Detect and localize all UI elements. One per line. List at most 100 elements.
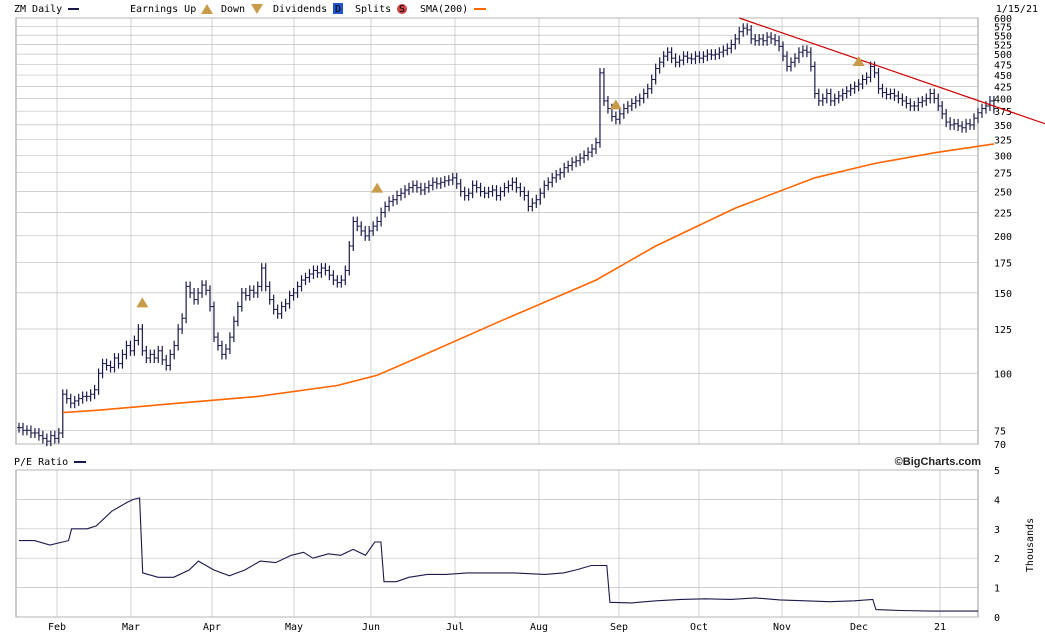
price-bar xyxy=(522,186,527,201)
price-bar xyxy=(128,340,133,356)
price-bar xyxy=(960,121,965,133)
sma-label: SMA(200) xyxy=(420,4,468,15)
pe-tick-label: 5 xyxy=(994,466,1000,477)
trendline xyxy=(739,17,1045,125)
price-bar xyxy=(928,88,933,104)
pe-tick-label: 0 xyxy=(994,613,1000,624)
price-bar xyxy=(339,275,344,288)
price-bar xyxy=(450,172,455,186)
price-bar xyxy=(299,275,304,292)
price-bar xyxy=(395,190,400,205)
earnings-up-icon xyxy=(201,4,213,14)
price-bar xyxy=(363,226,368,241)
price-tick-label: 375 xyxy=(994,107,1012,118)
price-bar xyxy=(761,33,766,46)
price-bar xyxy=(669,47,674,64)
price-bar xyxy=(188,281,193,298)
price-bar xyxy=(713,49,718,60)
price-bar xyxy=(605,95,610,114)
price-bar xyxy=(17,422,21,433)
price-bar xyxy=(816,88,821,106)
price-bar xyxy=(399,188,404,201)
price-bar xyxy=(657,57,662,74)
price-bar xyxy=(741,23,746,37)
price-tick-label: 100 xyxy=(994,369,1012,380)
price-bar xyxy=(255,281,260,298)
price-bar xyxy=(956,118,961,132)
price-bar xyxy=(494,185,499,201)
price-bar xyxy=(916,97,921,111)
price-tick-label: 75 xyxy=(994,426,1006,437)
price-bar xyxy=(24,425,29,436)
price-bar xyxy=(641,88,646,104)
price-tick-label: 350 xyxy=(994,121,1012,132)
price-bar xyxy=(765,32,770,46)
price-tick-label: 275 xyxy=(994,169,1012,180)
price-bar xyxy=(518,182,523,197)
price-bar xyxy=(510,177,515,191)
price-bar xyxy=(613,111,618,125)
price-bar xyxy=(601,67,606,106)
price-bar xyxy=(414,180,419,193)
price-bar xyxy=(665,47,670,62)
pe-tick-label: 1 xyxy=(994,584,1000,595)
month-label: Oct xyxy=(690,622,708,633)
price-bar xyxy=(56,428,61,444)
price-bar xyxy=(908,98,913,111)
pe-line xyxy=(19,497,978,612)
splits-icon xyxy=(397,4,407,14)
price-bar xyxy=(96,368,101,395)
price-bar xyxy=(331,270,336,286)
price-bar xyxy=(693,51,698,64)
price-bar xyxy=(860,74,865,90)
price-tick-label: 475 xyxy=(994,60,1012,71)
price-bar xyxy=(570,157,575,171)
price-bar xyxy=(590,144,595,158)
price-tick-label: 250 xyxy=(994,188,1012,199)
price-bar xyxy=(749,25,754,44)
price-bar xyxy=(247,285,252,301)
dividends-label: Dividends xyxy=(273,4,327,15)
price-bar xyxy=(856,79,861,92)
price-bar xyxy=(303,272,308,286)
price-tick-label: 550 xyxy=(994,31,1012,42)
price-bar xyxy=(593,137,598,154)
price-bar xyxy=(323,263,328,276)
price-bar xyxy=(892,88,897,101)
price-bar xyxy=(812,61,817,99)
price-bar xyxy=(164,354,169,371)
price-bar xyxy=(80,391,85,404)
price-bar xyxy=(574,155,579,168)
price-bar xyxy=(466,188,471,201)
price-bar xyxy=(136,324,141,346)
price-bar xyxy=(737,26,742,44)
price-bar xyxy=(355,216,360,232)
price-bar xyxy=(661,51,666,68)
month-label: Jul xyxy=(446,622,464,633)
price-bar xyxy=(108,360,113,373)
month-label: Jun xyxy=(362,622,380,633)
pe-tick-label: 2 xyxy=(994,554,1000,565)
price-bar xyxy=(820,93,825,106)
price-bar xyxy=(868,61,873,83)
price-bar xyxy=(936,93,941,111)
price-bar xyxy=(367,226,372,241)
price-bar xyxy=(204,280,209,296)
price-tick-label: 175 xyxy=(994,258,1012,269)
month-label: Mar xyxy=(122,622,140,633)
pe-label: P/E Ratio xyxy=(14,457,68,468)
price-bar xyxy=(211,301,216,343)
price-bar xyxy=(351,216,356,252)
price-bar xyxy=(387,196,392,212)
price-bar xyxy=(60,389,65,439)
price-bar xyxy=(773,33,778,46)
price-bar xyxy=(84,391,89,402)
price-bar xyxy=(430,177,435,191)
price-bar xyxy=(808,47,813,72)
price-bar xyxy=(438,177,443,189)
price-bar xyxy=(904,95,909,109)
price-panel xyxy=(15,17,979,445)
price-bar xyxy=(550,172,555,188)
price-bar xyxy=(506,180,511,193)
